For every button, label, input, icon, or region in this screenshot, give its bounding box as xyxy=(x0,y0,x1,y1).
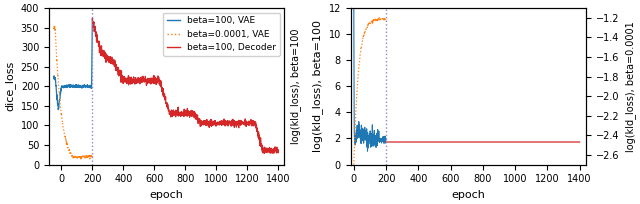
X-axis label: epoch: epoch xyxy=(451,190,485,200)
Y-axis label: log(kld_loss), beta=100: log(kld_loss), beta=100 xyxy=(290,29,301,144)
Y-axis label: dice_loss: dice_loss xyxy=(4,61,15,112)
Y-axis label: log(kld_loss), beta=100: log(kld_loss), beta=100 xyxy=(312,20,323,152)
X-axis label: epoch: epoch xyxy=(150,190,184,200)
Legend: beta=100, VAE, beta=0.0001, VAE, beta=100, Decoder: beta=100, VAE, beta=0.0001, VAE, beta=10… xyxy=(163,13,280,56)
Y-axis label: log(kld_loss), beta=0.0001: log(kld_loss), beta=0.0001 xyxy=(625,21,636,152)
